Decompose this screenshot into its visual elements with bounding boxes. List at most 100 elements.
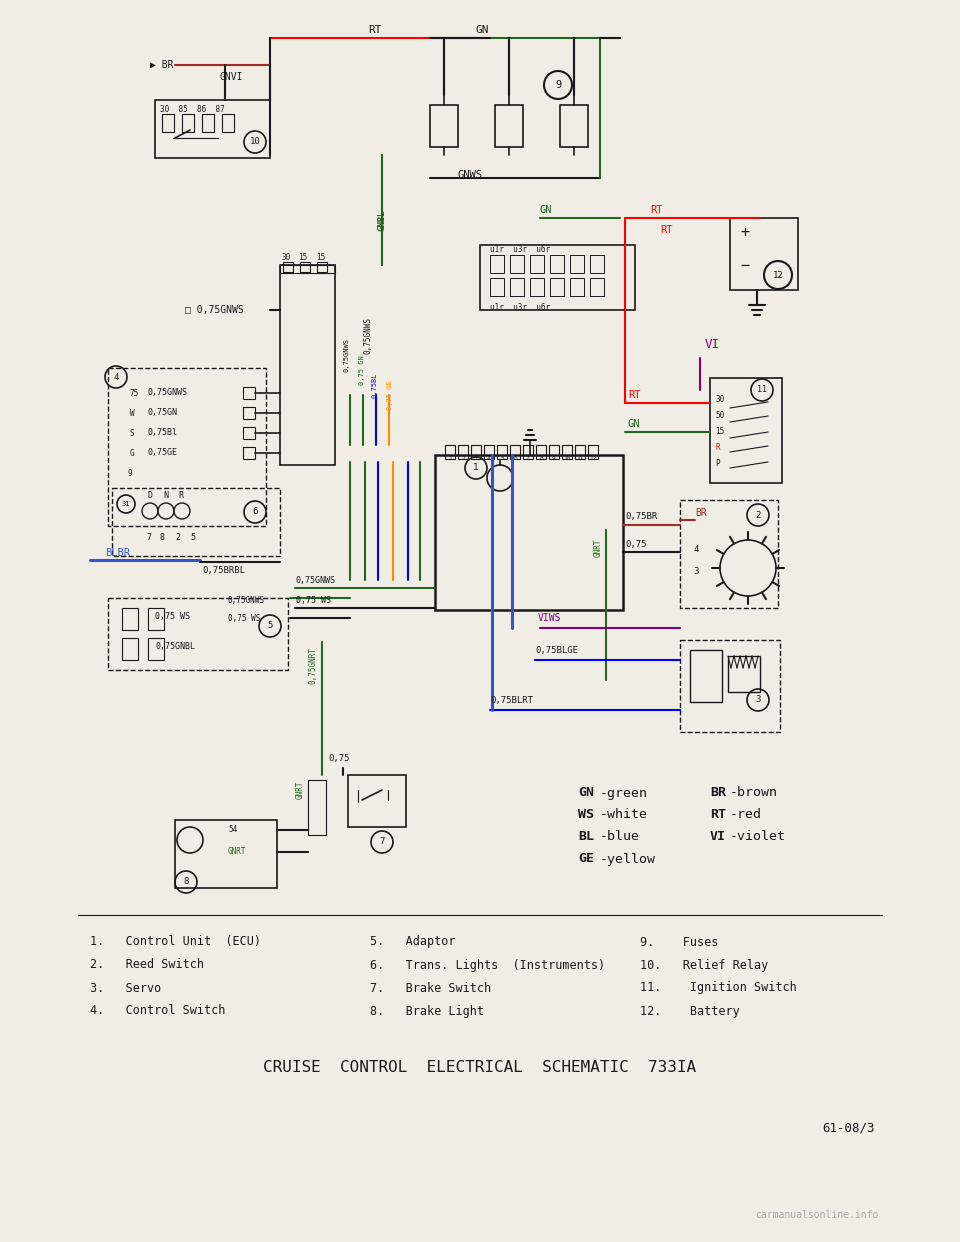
Text: S: S	[130, 428, 134, 437]
Bar	[570, 278, 584, 296]
Text: 2: 2	[756, 510, 760, 519]
Text: BLBR: BLBR	[105, 548, 130, 558]
Text: RT: RT	[660, 225, 673, 235]
Bar	[549, 445, 559, 460]
Text: 9.    Fuses: 9. Fuses	[640, 935, 718, 949]
Text: 15: 15	[715, 427, 724, 436]
Text: 5.   Adaptor: 5. Adaptor	[370, 935, 455, 949]
Bar	[550, 255, 564, 273]
Bar	[280, 265, 335, 273]
Text: 1: 1	[448, 456, 452, 461]
Bar	[536, 445, 546, 460]
Text: 4: 4	[113, 373, 119, 381]
Bar	[510, 255, 524, 273]
Bar	[108, 368, 266, 527]
Text: RT: RT	[368, 25, 381, 35]
Text: 9: 9	[552, 456, 556, 461]
Bar	[730, 219, 798, 289]
Bar	[148, 638, 164, 660]
Text: 9: 9	[128, 468, 132, 477]
Bar	[112, 488, 280, 556]
Bar	[162, 114, 174, 132]
Text: 9: 9	[555, 79, 562, 89]
Bar	[550, 278, 564, 296]
Bar	[435, 455, 623, 610]
Text: VI: VI	[710, 831, 726, 843]
Text: 8: 8	[160, 533, 165, 542]
Text: 11: 11	[757, 385, 767, 395]
Text: -green: -green	[600, 786, 648, 800]
Text: -red: -red	[730, 809, 762, 821]
Text: 0,75GNWS: 0,75GNWS	[296, 575, 336, 585]
Text: RT: RT	[628, 390, 640, 400]
Bar	[510, 278, 524, 296]
Text: □ 0,75GNWS: □ 0,75GNWS	[185, 306, 244, 315]
Text: W: W	[130, 409, 134, 417]
Text: GN: GN	[628, 419, 640, 428]
Text: 0,75BLGE: 0,75BLGE	[535, 647, 578, 656]
Text: 11: 11	[576, 456, 584, 461]
Text: 7: 7	[379, 837, 385, 847]
Bar	[575, 445, 585, 460]
Text: 8: 8	[183, 878, 189, 887]
Text: 30: 30	[282, 253, 291, 262]
Text: BR: BR	[710, 786, 726, 800]
Text: +: +	[740, 225, 749, 240]
Text: 0,75: 0,75	[625, 539, 646, 549]
Text: 15: 15	[316, 253, 325, 262]
Text: 3: 3	[756, 696, 760, 704]
Text: 0,75 GE: 0,75 GE	[387, 380, 393, 410]
Bar	[108, 597, 288, 669]
Bar	[495, 106, 523, 147]
Text: 0,75 WS: 0,75 WS	[228, 614, 260, 622]
Bar	[243, 427, 255, 438]
Text: 50: 50	[715, 411, 724, 421]
Text: 3.   Servo: 3. Servo	[90, 981, 161, 995]
Text: 10: 10	[564, 456, 571, 461]
Bar	[490, 278, 504, 296]
Text: 10.   Relief Relay: 10. Relief Relay	[640, 959, 768, 971]
Bar	[317, 262, 327, 272]
Text: 30  85  86  87: 30 85 86 87	[160, 106, 225, 114]
Text: 0,75GNBL: 0,75GNBL	[155, 642, 195, 652]
Text: 6.   Trans. Lights  (Instruments): 6. Trans. Lights (Instruments)	[370, 959, 605, 971]
Text: 2: 2	[175, 533, 180, 542]
Text: 6: 6	[514, 456, 516, 461]
Text: WS: WS	[578, 809, 594, 821]
Text: -yellow: -yellow	[600, 852, 656, 866]
Text: 31: 31	[122, 501, 131, 507]
Text: 7.   Brake Switch: 7. Brake Switch	[370, 981, 492, 995]
Text: VIWS: VIWS	[538, 614, 562, 623]
Text: GN: GN	[475, 25, 489, 35]
Text: RT: RT	[710, 809, 726, 821]
Bar	[458, 445, 468, 460]
Text: 0,75GN: 0,75GN	[148, 409, 178, 417]
Text: 15: 15	[298, 253, 307, 262]
Text: -blue: -blue	[600, 831, 640, 843]
Bar	[728, 656, 760, 692]
Bar	[283, 262, 293, 272]
Text: ▶ BR: ▶ BR	[150, 60, 174, 70]
Text: 12: 12	[773, 271, 783, 279]
Text: 0,75BRBL: 0,75BRBL	[202, 565, 245, 575]
Bar	[490, 255, 504, 273]
Bar	[222, 114, 234, 132]
Text: 0,75BR: 0,75BR	[625, 513, 658, 522]
Text: 12: 12	[589, 456, 597, 461]
Text: 0,75 GN: 0,75 GN	[359, 355, 365, 385]
Text: -violet: -violet	[730, 831, 786, 843]
Bar	[570, 255, 584, 273]
Text: 7: 7	[526, 456, 530, 461]
Text: 4: 4	[693, 545, 698, 554]
Text: BL: BL	[578, 831, 594, 843]
Text: G: G	[130, 448, 134, 457]
Text: 2: 2	[461, 456, 465, 461]
Text: 0,75GNWS: 0,75GNWS	[344, 338, 350, 373]
Bar	[430, 106, 458, 147]
Text: 0,75 WS: 0,75 WS	[155, 612, 190, 621]
Text: −: −	[740, 257, 749, 272]
Text: GNRT: GNRT	[228, 847, 247, 857]
Text: 0,75BL: 0,75BL	[372, 373, 378, 397]
Text: 11.    Ignition Switch: 11. Ignition Switch	[640, 981, 797, 995]
Text: BR: BR	[695, 508, 707, 518]
